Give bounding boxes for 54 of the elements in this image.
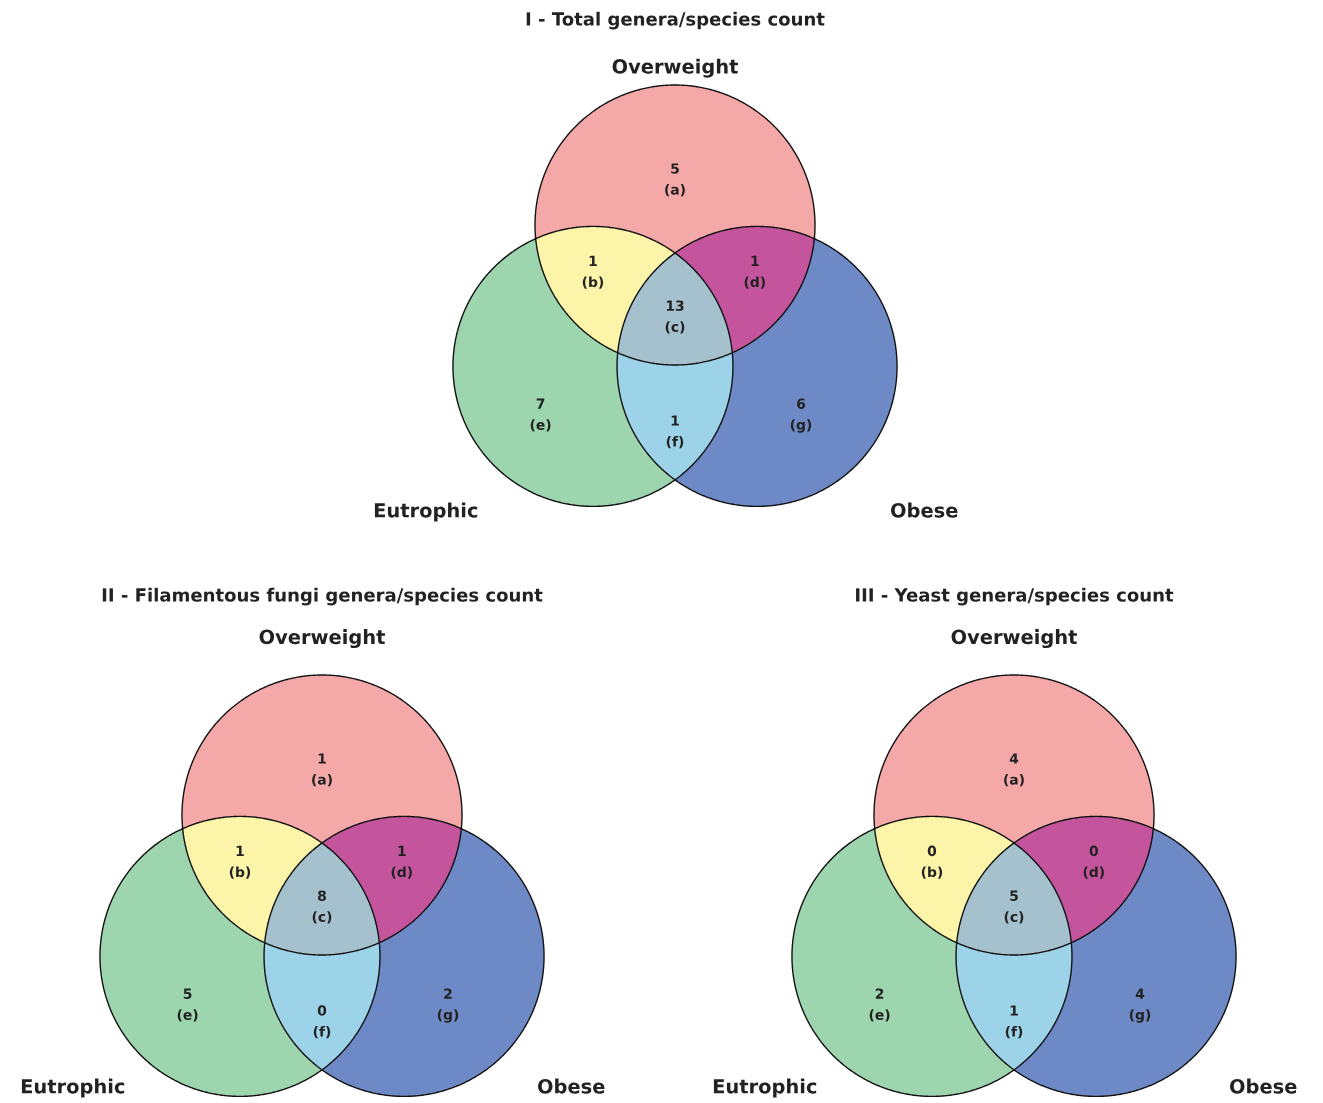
text: Eutrophic: [374, 502, 478, 522]
data-label: 1: [751, 255, 759, 266]
text: III - Yeast genera/species count: [856, 587, 1174, 606]
data-label: 13: [666, 300, 684, 311]
category-label: (c): [665, 321, 685, 334]
category-label: (f): [313, 1025, 331, 1039]
category-label: (f): [666, 435, 684, 449]
data-label: 5: [183, 988, 192, 999]
text: Eutrophic: [21, 1078, 125, 1098]
text: Eutrophic: [713, 1078, 817, 1098]
text: Obese: [537, 1078, 605, 1094]
category-label: (b): [582, 276, 604, 289]
text: Overweight: [951, 629, 1077, 649]
category-label: (d): [1083, 866, 1104, 879]
data-label: 2: [444, 988, 452, 999]
category-label: (e): [530, 419, 551, 432]
category-label: (e): [177, 1009, 198, 1022]
category-label: (b): [921, 866, 943, 879]
category-label: (a): [1004, 773, 1024, 787]
category-label: (g): [1129, 1009, 1151, 1023]
data-label: 5: [1010, 890, 1018, 901]
data-label: 4: [1135, 988, 1145, 999]
data-label: 1: [671, 415, 679, 426]
data-label: 0: [927, 845, 937, 857]
category-label: (f): [1005, 1025, 1023, 1039]
text: Obese: [1229, 1078, 1297, 1094]
data-label: 1: [589, 255, 597, 266]
category-label: (a): [312, 773, 332, 787]
category-label: (c): [312, 911, 332, 924]
data-label: 1: [236, 845, 244, 856]
category-label: (b): [229, 866, 251, 879]
category-label: (e): [869, 1009, 890, 1022]
category-label: (a): [665, 183, 685, 197]
data-label: 6: [797, 398, 806, 409]
data-label: 1: [1010, 1005, 1018, 1016]
category-label: (g): [437, 1009, 459, 1023]
text: Obese: [890, 502, 958, 518]
data-label: 0: [317, 1005, 327, 1016]
category-label: (c): [1004, 911, 1024, 924]
category-label: (g): [790, 419, 812, 433]
category-label: (d): [744, 276, 765, 289]
text: Overweight: [612, 58, 738, 78]
text: II - Filamentous fungi genera/species count: [102, 587, 543, 606]
data-label: 1: [398, 845, 406, 856]
data-label: 1: [318, 753, 326, 764]
data-label: 8: [318, 890, 326, 901]
data-label: 2: [875, 988, 884, 999]
data-label: 0: [1089, 845, 1098, 857]
text: Overweight: [259, 629, 385, 649]
data-label: 7: [536, 398, 545, 409]
text: I - Total genera/species count: [526, 11, 825, 30]
data-label: 4: [1009, 753, 1019, 764]
data-label: 5: [671, 163, 679, 174]
category-label: (d): [391, 866, 412, 879]
